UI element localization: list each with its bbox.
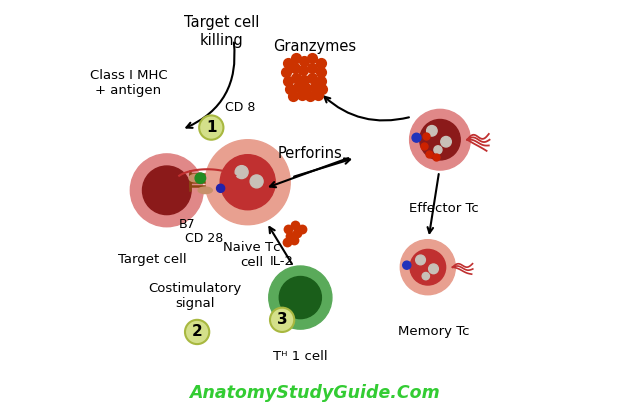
Circle shape (441, 136, 451, 147)
Ellipse shape (189, 175, 201, 182)
Circle shape (235, 166, 248, 178)
Point (290, 221, 300, 228)
Circle shape (195, 173, 206, 183)
Circle shape (420, 119, 460, 160)
Circle shape (220, 155, 276, 210)
Point (282, 239, 292, 245)
Text: Memory Tc: Memory Tc (398, 325, 470, 339)
Circle shape (185, 320, 209, 344)
Point (298, 67, 308, 74)
Point (285, 86, 295, 93)
Point (285, 233, 295, 239)
Text: CD 28: CD 28 (186, 233, 223, 245)
Circle shape (400, 240, 455, 295)
Circle shape (270, 308, 294, 332)
Circle shape (412, 133, 421, 142)
Circle shape (428, 264, 438, 274)
Point (296, 92, 306, 98)
Circle shape (199, 115, 223, 140)
Circle shape (269, 266, 332, 329)
Text: 2: 2 (192, 325, 203, 339)
Point (306, 65, 316, 71)
Circle shape (434, 146, 442, 154)
Ellipse shape (198, 187, 213, 194)
Point (423, 151, 433, 157)
Point (431, 153, 441, 160)
Text: Tᴴ 1 cell: Tᴴ 1 cell (273, 350, 328, 363)
Point (293, 84, 303, 90)
Circle shape (130, 154, 203, 227)
Text: 1: 1 (206, 120, 216, 135)
Circle shape (422, 273, 430, 280)
Text: Perforins: Perforins (278, 146, 343, 161)
Text: Granzymes: Granzymes (273, 39, 356, 54)
Text: Costimulatory
signal: Costimulatory signal (148, 282, 242, 309)
Point (299, 57, 309, 64)
Text: Naive Tᴄ
cell: Naive Tᴄ cell (223, 241, 281, 269)
Circle shape (250, 175, 263, 188)
Point (316, 69, 326, 76)
Point (289, 236, 299, 243)
Point (281, 69, 291, 76)
Point (308, 54, 318, 61)
Circle shape (426, 126, 437, 136)
Text: Class I MHC
+ antigen: Class I MHC + antigen (89, 69, 167, 97)
Point (283, 225, 293, 232)
Text: CD 8: CD 8 (225, 101, 255, 114)
Circle shape (410, 249, 445, 285)
Point (283, 78, 293, 84)
Point (289, 93, 299, 100)
Circle shape (416, 255, 425, 265)
Circle shape (205, 140, 290, 225)
Point (299, 76, 309, 83)
Circle shape (143, 166, 191, 215)
Point (309, 84, 320, 90)
Point (316, 59, 326, 66)
Text: Effector Tc: Effector Tc (409, 202, 479, 215)
Text: Target cell
killing: Target cell killing (184, 15, 259, 48)
Point (304, 92, 314, 99)
Point (296, 225, 306, 232)
Point (316, 78, 326, 84)
Text: 3: 3 (277, 312, 287, 328)
Point (317, 86, 327, 93)
Point (301, 85, 311, 92)
Circle shape (409, 109, 470, 170)
Point (291, 54, 301, 61)
Point (313, 92, 323, 98)
Text: AnatomyStudyGuide.Com: AnatomyStudyGuide.Com (189, 384, 440, 402)
Point (308, 75, 318, 81)
Point (291, 75, 301, 81)
Point (421, 132, 431, 139)
Circle shape (403, 261, 411, 269)
Point (283, 59, 293, 66)
Text: Target cell: Target cell (118, 253, 187, 266)
Circle shape (216, 184, 225, 192)
Circle shape (279, 277, 321, 318)
Text: B7: B7 (179, 218, 196, 231)
Point (292, 230, 302, 236)
Point (419, 142, 429, 149)
Text: IL-2: IL-2 (269, 255, 293, 268)
Point (290, 65, 300, 71)
